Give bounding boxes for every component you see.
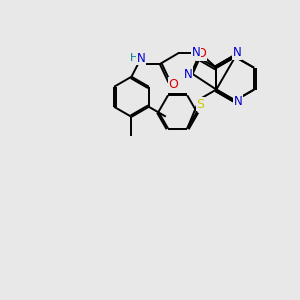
Text: N: N	[234, 95, 243, 108]
Text: O: O	[169, 78, 178, 91]
Text: N: N	[136, 52, 146, 64]
Text: O: O	[196, 47, 206, 60]
Text: S: S	[196, 98, 204, 111]
Text: N: N	[192, 46, 200, 59]
Text: N: N	[184, 68, 193, 81]
Text: H: H	[130, 53, 138, 63]
Text: N: N	[233, 46, 242, 59]
